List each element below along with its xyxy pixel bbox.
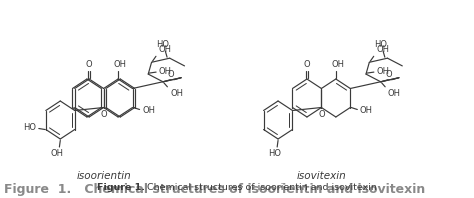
Text: Figure 1.: Figure 1.: [97, 183, 145, 191]
Text: HO: HO: [268, 149, 281, 158]
Text: Chemical structures of isoorientin and isovitexin: Chemical structures of isoorientin and i…: [146, 183, 376, 191]
Text: O: O: [386, 70, 392, 79]
Text: OH: OH: [170, 89, 183, 98]
Text: O: O: [318, 109, 325, 118]
Text: isovitexin: isovitexin: [297, 171, 346, 181]
Text: O: O: [304, 60, 310, 69]
Text: O: O: [168, 70, 174, 79]
Text: OH: OH: [360, 106, 373, 115]
Text: Figure  1.   Chemical structures of isoorientin and isovitexin: Figure 1. Chemical structures of isoorie…: [4, 183, 426, 196]
Text: OH: OH: [331, 60, 344, 69]
Text: O: O: [100, 109, 107, 118]
Text: OH: OH: [376, 45, 389, 54]
Text: OH: OH: [159, 67, 172, 76]
Text: O: O: [86, 60, 92, 69]
Text: OH: OH: [50, 149, 63, 158]
Text: OH: OH: [142, 106, 155, 115]
Text: OH: OH: [159, 45, 172, 54]
Text: OH: OH: [376, 67, 390, 76]
Text: OH: OH: [388, 89, 401, 98]
Text: HO: HO: [374, 40, 387, 49]
Text: HO: HO: [156, 40, 169, 49]
Text: HO: HO: [23, 123, 36, 132]
Text: OH: OH: [113, 60, 127, 69]
Text: isoorientin: isoorientin: [76, 171, 131, 181]
